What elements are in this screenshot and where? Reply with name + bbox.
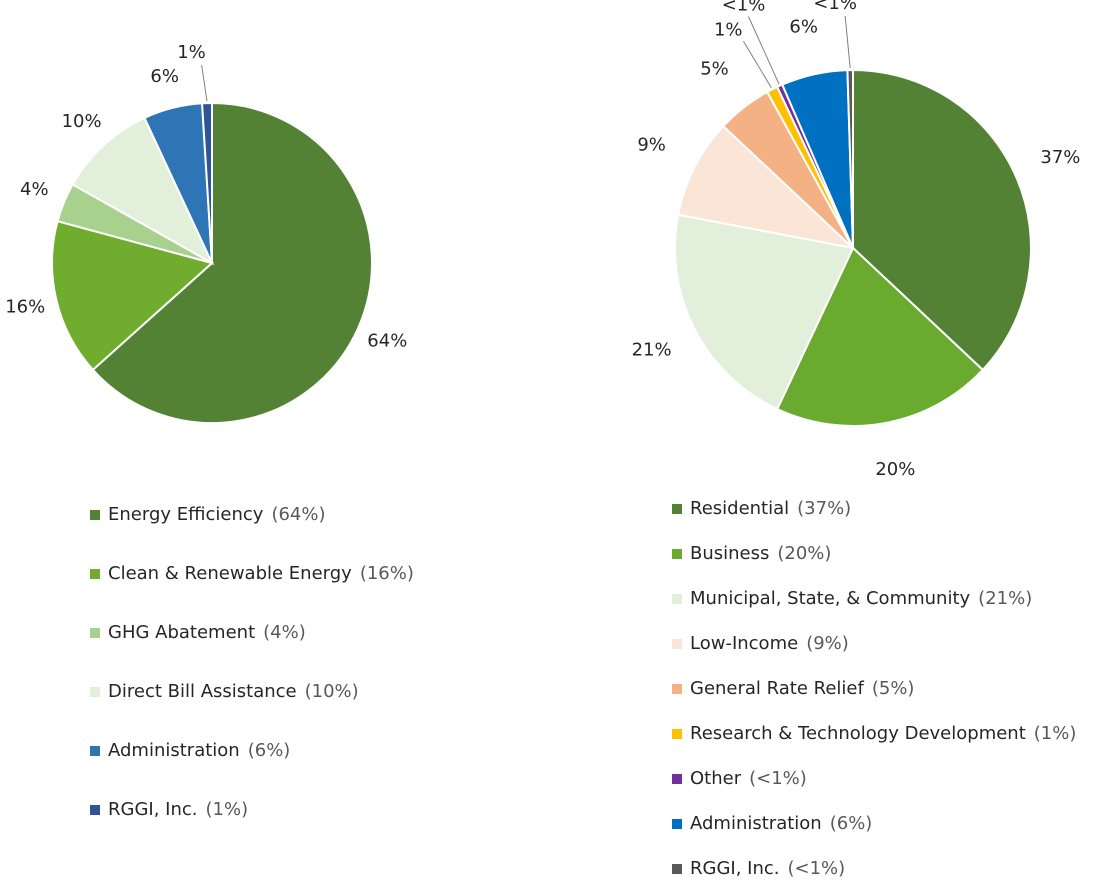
pie-slice — [852, 68, 1032, 372]
legend-value: (9%) — [806, 633, 849, 654]
legend-value: (5%) — [872, 678, 915, 699]
data-label: 9% — [637, 134, 666, 155]
legend-swatch — [90, 628, 100, 638]
legend-value: (6%) — [830, 813, 873, 834]
pie-slice — [846, 68, 854, 249]
legend-swatch — [672, 549, 682, 559]
legend-swatch — [90, 510, 100, 520]
legend-entry: Research & Technology Development (1%) — [690, 723, 1076, 744]
legend-entry: Residential (37%) — [690, 498, 851, 519]
data-label: 1% — [177, 42, 206, 63]
pie-slice — [51, 219, 215, 372]
data-label: 20% — [875, 459, 915, 480]
legend-swatch — [672, 729, 682, 739]
legend-value: (64%) — [271, 504, 325, 525]
legend-label: RGGI, Inc. — [108, 799, 198, 820]
legend-entry: Municipal, State, & Community (21%) — [690, 588, 1032, 609]
legend-value: (1%) — [1034, 723, 1077, 744]
legend-swatch — [672, 774, 682, 784]
legend-entry: Administration (6%) — [108, 740, 290, 761]
data-label: 21% — [632, 340, 672, 361]
legend-swatch — [672, 864, 682, 874]
data-label: 64% — [367, 330, 407, 351]
legend-value: (<1%) — [749, 768, 807, 789]
legend-label: General Rate Relief — [690, 678, 865, 699]
data-label: 37% — [1040, 147, 1080, 168]
legend-swatch — [672, 594, 682, 604]
legend-entry: Clean & Renewable Energy (16%) — [108, 563, 414, 584]
legend-value: (21%) — [978, 588, 1032, 609]
legend-entry: RGGI, Inc. (1%) — [108, 799, 248, 820]
legend-entry: Low-Income (9%) — [690, 633, 849, 654]
data-label: 16% — [5, 296, 45, 317]
legend-value: (6%) — [248, 740, 291, 761]
legend-label: Administration — [108, 740, 240, 761]
leader-line — [844, 15, 851, 69]
data-label: 1% — [714, 20, 743, 41]
legend-label: Administration — [690, 813, 822, 834]
legend-swatch — [672, 684, 682, 694]
legend-swatch — [90, 569, 100, 579]
legend-value: (4%) — [263, 622, 306, 643]
data-label: <1% — [813, 0, 857, 14]
legend-label: Direct Bill Assistance — [108, 681, 297, 702]
legend-label: Business — [690, 543, 769, 564]
pie-slice — [775, 246, 985, 427]
data-label: <1% — [722, 0, 766, 16]
legend-swatch — [90, 805, 100, 815]
legend-entry: Direct Bill Assistance (10%) — [108, 681, 359, 702]
legend-swatch — [90, 687, 100, 697]
legend-label: RGGI, Inc. — [690, 858, 780, 879]
pie-slice — [71, 116, 215, 266]
data-label: 5% — [700, 58, 729, 79]
legend-entry: GHG Abatement (4%) — [108, 622, 306, 643]
legend-entry: General Rate Relief (5%) — [690, 678, 914, 699]
legend-value: (37%) — [797, 498, 851, 519]
pie-slice — [674, 213, 855, 411]
legend-swatch — [672, 504, 682, 514]
legend-entry: Administration (6%) — [690, 813, 872, 834]
legend-entry: RGGI, Inc. (<1%) — [690, 858, 845, 879]
legend-label: GHG Abatement — [108, 622, 255, 643]
legend-label: Low-Income — [690, 633, 798, 654]
legend-value: (10%) — [305, 681, 359, 702]
legend-label: Municipal, State, & Community — [690, 588, 971, 609]
legend-label: Residential — [690, 498, 789, 519]
pie-slice — [676, 124, 857, 250]
leader-line — [743, 41, 772, 88]
data-label: 6% — [150, 66, 179, 87]
legend-entry: Other (<1%) — [690, 768, 807, 789]
pie-slice — [200, 101, 213, 264]
data-label: 4% — [20, 179, 49, 200]
pie-slice — [91, 101, 373, 424]
legend-label: Research & Technology Development — [690, 723, 1026, 744]
legend-value: (<1%) — [788, 858, 846, 879]
legend-value: (16%) — [360, 563, 414, 584]
legend-label: Clean & Renewable Energy — [108, 563, 352, 584]
legend-swatch — [672, 819, 682, 829]
legend-entry: Energy Efficiency (64%) — [108, 504, 326, 525]
legend-swatch — [672, 639, 682, 649]
data-label: 10% — [62, 111, 102, 132]
legend-value: (20%) — [777, 543, 831, 564]
legend-label: Energy Efficiency — [108, 504, 264, 525]
legend-label: Other — [690, 768, 742, 789]
legend-entry: Business (20%) — [690, 543, 831, 564]
legend-swatch — [90, 746, 100, 756]
leader-line — [748, 16, 780, 85]
legend-value: (1%) — [206, 799, 249, 820]
data-label: 6% — [789, 16, 818, 37]
leader-line — [201, 65, 208, 102]
